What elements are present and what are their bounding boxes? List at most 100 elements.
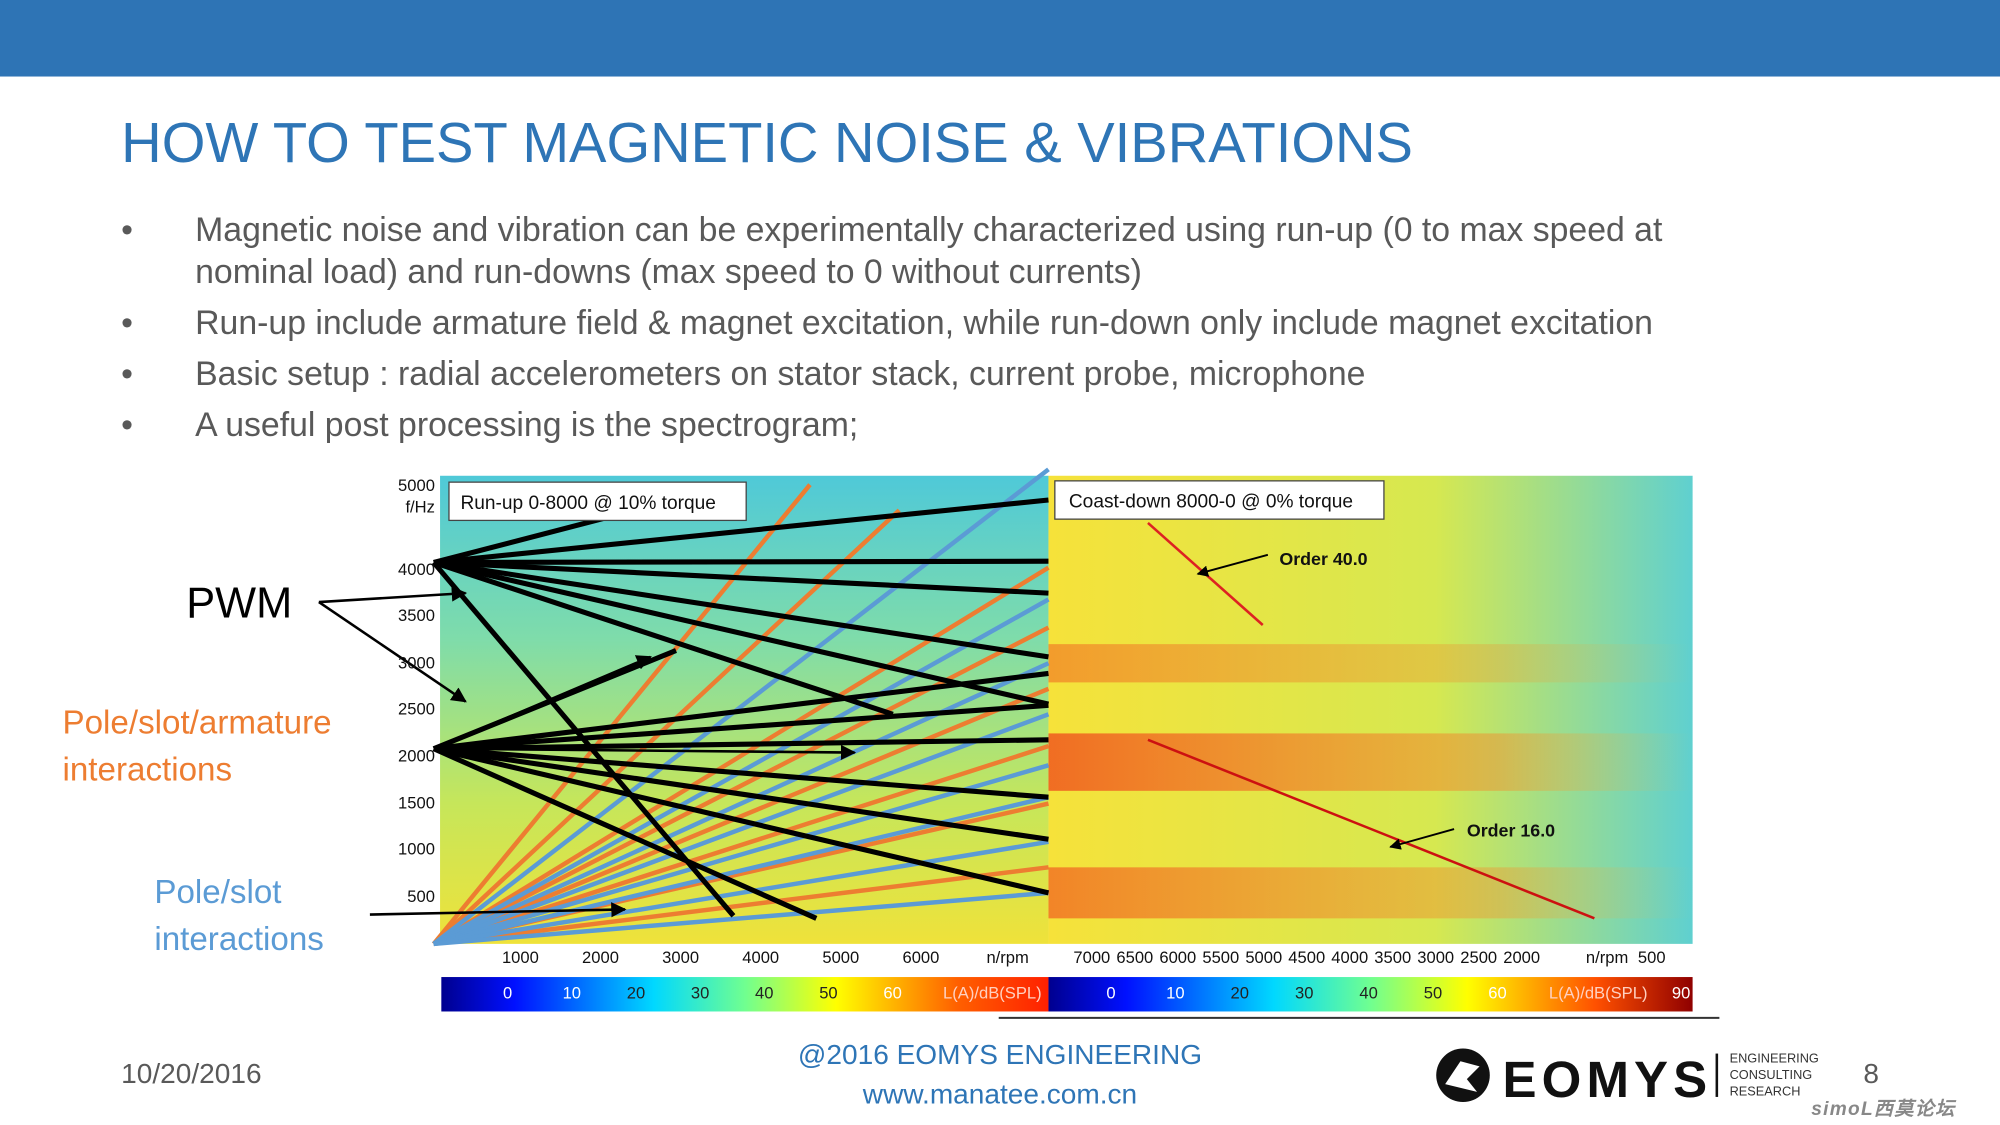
overlay-line (433, 560, 1050, 707)
y-tick-label: 1000 (398, 840, 435, 859)
colorbar-tick-label: 60 (883, 984, 901, 1003)
x-tick-label: 5500 (1202, 948, 1239, 967)
overlay-line (433, 763, 1050, 947)
overlay-line (433, 865, 1049, 947)
spectrogram-right (1048, 475, 1693, 944)
overlay-line (432, 565, 1050, 946)
colorbar-tick-label: 40 (755, 984, 773, 1003)
x-tick-label: 2000 (582, 948, 619, 967)
spectrogram-band (1048, 644, 1693, 683)
overlay-line (432, 746, 818, 921)
x-tick-label: 2000 (1503, 948, 1540, 967)
colorbar-tick-label: 50 (819, 984, 837, 1003)
overlay-line (432, 712, 1050, 946)
footer-copyright: @2016 EOMYS ENGINEERING (798, 1039, 1202, 1070)
x-axis-label: n/rpm (1586, 948, 1628, 967)
logo-icon-shape (1445, 1061, 1480, 1092)
y-tick-label: 2500 (398, 699, 435, 718)
bullet-text: A useful post processing is the spectrog… (195, 406, 858, 444)
colorbar-tick-label: 10 (563, 984, 581, 1003)
x-tick-label: 6000 (902, 948, 939, 967)
overlay-line (433, 702, 1049, 752)
x-tick-label: 4000 (1331, 948, 1368, 967)
colorbar-tick-label: 0 (1106, 984, 1115, 1003)
callout-arrow (318, 586, 468, 604)
callout-pwm: PWM (186, 579, 292, 627)
colorbar-tick-label: 20 (1231, 984, 1249, 1003)
x-tick-label: 3000 (1417, 948, 1454, 967)
colorbar-label: L(A)/dB(SPL) (1549, 984, 1648, 1003)
x-tick-label: 3000 (662, 948, 699, 967)
callout: Pole/slot/armature (63, 704, 332, 741)
overlay-line (433, 839, 1049, 947)
colorbar (441, 977, 1049, 1012)
overlay-line (433, 890, 1049, 947)
x-tick-label: 4500 (1288, 948, 1325, 967)
slide-title: HOW TO TEST MAGNETIC NOISE & VIBRATIONS (121, 111, 1413, 174)
bullet-text: Basic setup : radial accelerometers on s… (195, 355, 1365, 393)
bullet-marker: • (121, 355, 133, 393)
overlay-line (433, 737, 1049, 752)
colorbar-tick-label: 40 (1359, 984, 1377, 1003)
header-bar (0, 0, 2000, 77)
y-tick-label: 3500 (398, 606, 435, 625)
annotation-arrow (1196, 553, 1269, 577)
colorbar-tick-label: 0 (503, 984, 512, 1003)
y-tick-label: 3000 (398, 653, 435, 672)
logo-tagline: RESEARCH (1730, 1084, 1801, 1099)
logo: EOMYS ENGINEERING CONSULTING RESEARCH (1436, 1048, 1819, 1108)
y-tick-label: 1500 (398, 794, 435, 813)
bullet-text: Magnetic noise and vibration can be expe… (195, 211, 1663, 249)
y-axis-label: f/Hz (405, 498, 434, 517)
colorbar-tick-label: 30 (691, 984, 709, 1003)
x-tick-label: 1000 (502, 948, 539, 967)
overlay-line (433, 497, 1049, 566)
overlay-line (432, 467, 1050, 946)
x-tick-label: 6000 (1159, 948, 1196, 967)
colorbar-tick-label: 50 (1424, 984, 1442, 1003)
order-line (1147, 738, 1595, 920)
bullet-marker: • (121, 406, 133, 444)
colorbar-tick-label: 60 (1488, 984, 1506, 1003)
x-tick-label: 500 (1638, 948, 1666, 967)
bullet-marker: • (121, 304, 133, 342)
x-tick-label: 6500 (1116, 948, 1153, 967)
x-tick-label: 5000 (822, 948, 859, 967)
plot-title-box (1054, 480, 1385, 520)
logo-tagline: CONSULTING (1730, 1067, 1813, 1082)
overlay-line (433, 746, 1050, 896)
x-tick-label: 5000 (1245, 948, 1282, 967)
annotation-arrow (1389, 828, 1455, 850)
overlay-line (433, 746, 1049, 842)
colorbar-label: L(A)/dB(SPL) (943, 984, 1042, 1003)
callout: Pole/slot (154, 874, 281, 911)
x-tick-label: 4000 (742, 948, 779, 967)
bullet-marker: • (121, 211, 133, 249)
annotation: Order 16.0 (1467, 821, 1555, 841)
callout-arrow (318, 600, 467, 703)
x-tick-label: 2500 (1460, 948, 1497, 967)
callout-arrow (440, 744, 857, 761)
annotation: Order 40.0 (1279, 549, 1367, 569)
bullet-text: Run-up include armature field & magnet e… (195, 304, 1653, 342)
x-axis-label: n/rpm (986, 948, 1028, 967)
plot-title-box (448, 481, 747, 522)
overlay-line (433, 559, 1049, 660)
footer-website: www.manatee.com.cn (862, 1078, 1137, 1109)
page-number: 8 (1863, 1058, 1879, 1089)
overlay-line (433, 559, 1049, 596)
y-tick-label: 500 (407, 887, 435, 906)
logo-tagline: ENGINEERING (1730, 1051, 1819, 1066)
callout-arrow (439, 655, 652, 748)
spectrogram-band (1048, 867, 1693, 919)
y-tick-label: 5000 (398, 476, 435, 495)
x-tick-label: 3500 (1374, 948, 1411, 967)
plot-title: Coast-down 8000-0 @ 0% torque (1069, 492, 1353, 513)
overlay-line (432, 686, 1050, 946)
overlay-line (433, 746, 1049, 800)
overlay-line (433, 670, 1049, 752)
callout: interactions (63, 752, 233, 789)
callout: interactions (154, 921, 324, 958)
overlay-line (433, 558, 1049, 566)
